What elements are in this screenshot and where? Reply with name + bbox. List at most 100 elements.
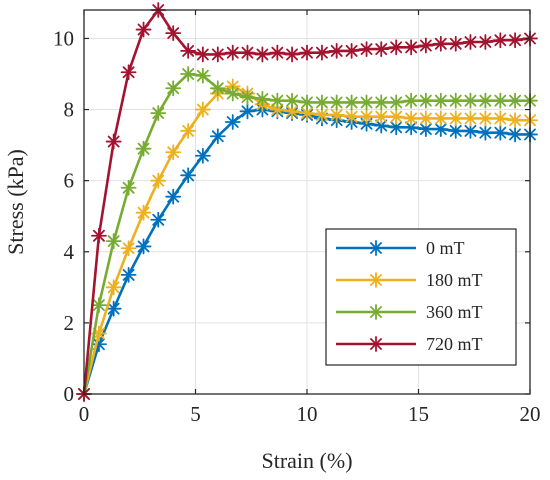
data-point	[105, 133, 122, 150]
data-point	[417, 92, 434, 109]
data-point	[284, 92, 300, 109]
data-point	[492, 110, 509, 127]
y-tick-label: 0	[64, 382, 75, 406]
data-point	[209, 46, 226, 63]
data-point	[403, 92, 420, 109]
legend-box	[325, 228, 517, 366]
data-point	[417, 121, 434, 138]
data-point	[269, 44, 286, 61]
data-point	[135, 21, 152, 38]
data-point	[403, 39, 420, 56]
data-point	[284, 46, 300, 63]
data-point	[388, 119, 405, 136]
data-point	[373, 117, 390, 134]
data-point	[388, 94, 405, 111]
legend-label: 0 mT	[426, 238, 465, 258]
data-point	[432, 110, 449, 127]
data-point	[507, 92, 523, 109]
legend-entry-0-mt: 0 mT	[336, 238, 465, 258]
x-tick-label: 0	[79, 402, 90, 426]
data-point	[135, 238, 152, 255]
data-point	[373, 108, 390, 125]
data-point	[507, 112, 523, 129]
data-point	[180, 66, 197, 82]
series-360-mt	[76, 66, 538, 402]
data-point	[492, 124, 509, 141]
data-point	[462, 92, 479, 109]
data-point	[388, 108, 405, 125]
data-point	[180, 42, 197, 59]
data-point	[165, 25, 182, 42]
data-point	[120, 179, 137, 196]
data-point	[373, 94, 390, 111]
data-point	[224, 85, 241, 102]
data-point	[105, 279, 122, 296]
data-point	[417, 37, 434, 54]
y-tick-label: 6	[64, 169, 75, 193]
data-point	[91, 297, 107, 314]
x-tick-label: 5	[190, 402, 201, 426]
legend-entry-360-mt: 360 mT	[336, 302, 483, 322]
data-point	[447, 92, 464, 109]
legend-marker	[368, 272, 384, 288]
data-point	[105, 233, 122, 250]
legend: 0 mT 180 mT 360 mT 720 mT	[325, 228, 517, 366]
data-point	[209, 80, 226, 97]
axis-ticks: 0 5 10 15 20 0 2 4 6 8 10	[53, 10, 541, 426]
data-point	[91, 227, 107, 244]
data-point	[165, 144, 182, 161]
data-point	[343, 108, 360, 125]
data-point	[135, 204, 152, 221]
data-point	[194, 147, 211, 164]
data-point	[150, 105, 167, 122]
y-tick-label: 4	[64, 240, 75, 264]
data-point	[507, 32, 523, 49]
data-point	[373, 41, 390, 58]
data-point	[165, 188, 182, 205]
data-point	[194, 67, 211, 84]
legend-label: 360 mT	[426, 302, 483, 322]
data-point	[224, 114, 241, 130]
data-point	[462, 110, 479, 127]
data-point	[314, 94, 330, 111]
data-point	[388, 39, 405, 56]
data-point	[432, 35, 449, 52]
x-tick-label: 15	[408, 402, 429, 426]
data-point	[299, 94, 315, 111]
data-point	[254, 46, 271, 63]
x-tick-label: 20	[520, 402, 541, 426]
data-point	[507, 126, 523, 143]
y-tick-label: 2	[64, 311, 75, 335]
legend-marker	[368, 336, 384, 352]
data-point	[135, 140, 152, 157]
data-point	[328, 42, 345, 59]
data-point	[194, 101, 211, 118]
data-point	[343, 42, 360, 59]
x-tick-label: 10	[297, 402, 318, 426]
data-point	[477, 92, 494, 109]
data-point	[299, 44, 315, 61]
y-tick-label: 10	[53, 26, 74, 50]
data-point	[91, 336, 107, 353]
legend-label: 720 mT	[426, 334, 483, 354]
data-point	[343, 94, 360, 111]
data-point	[328, 94, 345, 111]
data-point	[209, 128, 226, 145]
data-point	[120, 266, 137, 283]
data-point	[254, 90, 271, 107]
data-point	[432, 92, 449, 109]
data-point	[447, 35, 464, 52]
data-point	[492, 32, 509, 49]
data-point	[358, 94, 375, 111]
data-point	[314, 44, 330, 61]
x-axis-label: Strain (%)	[261, 448, 352, 473]
data-point	[105, 300, 122, 317]
legend-entry-720-mt: 720 mT	[336, 334, 483, 354]
data-point	[477, 124, 494, 141]
data-point	[224, 44, 241, 61]
y-axis-label: Stress (kPa)	[3, 149, 28, 255]
data-point	[120, 64, 137, 81]
data-point	[447, 110, 464, 127]
data-point	[358, 41, 375, 58]
